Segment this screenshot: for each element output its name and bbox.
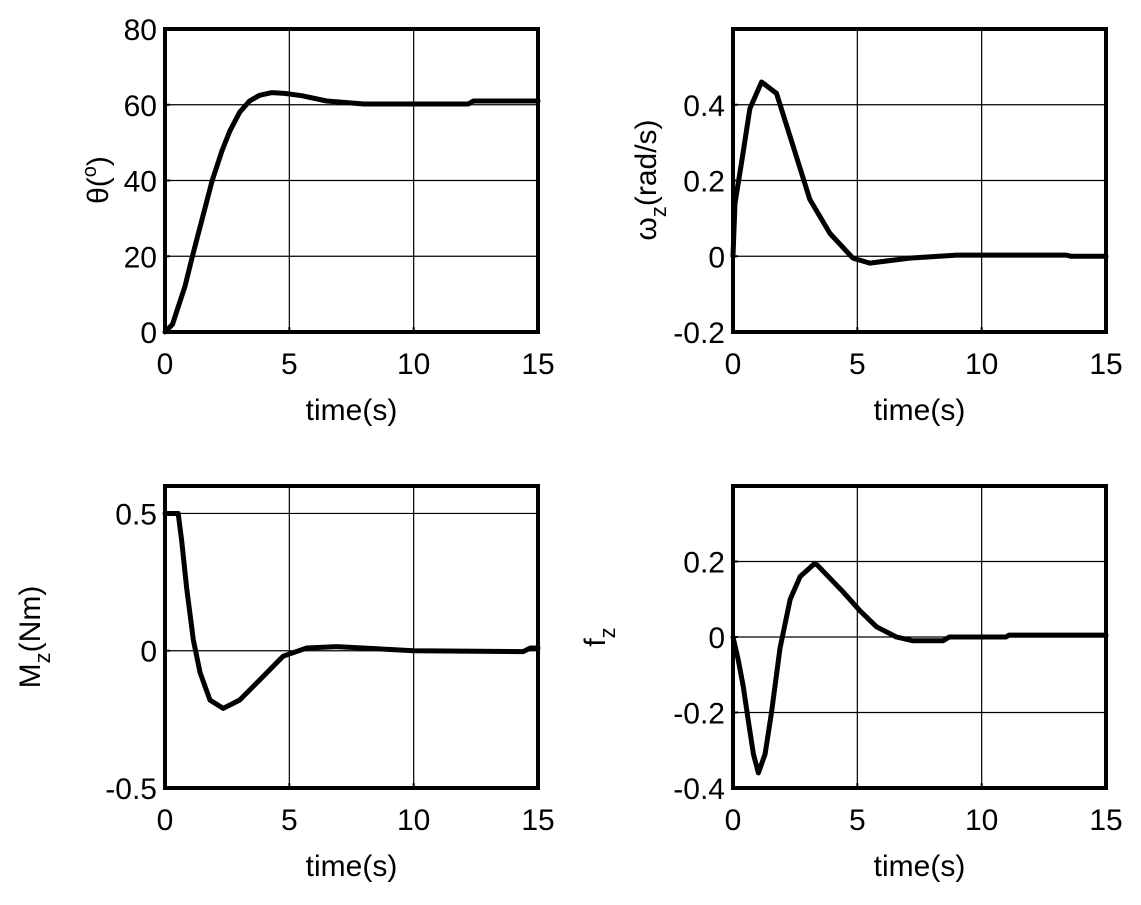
y-tick-label: -0.2 bbox=[673, 317, 725, 350]
x-axis-label: time(s) bbox=[306, 394, 398, 427]
y-label-unit: ) bbox=[82, 156, 115, 166]
series-line bbox=[162, 90, 541, 335]
x-tick-label: 15 bbox=[1089, 348, 1122, 381]
y-tick-label: 60 bbox=[124, 90, 157, 123]
x-tick-label: 0 bbox=[725, 804, 742, 837]
y-label-symbol: M bbox=[14, 663, 47, 688]
x-tick-label: 5 bbox=[849, 348, 866, 381]
x-tick-label: 0 bbox=[157, 804, 174, 837]
subplot-4: 0 5 10 15 -0.4 -0.2 0 0.2 time(s) fz bbox=[579, 484, 1123, 883]
x-axis-label: time(s) bbox=[874, 394, 966, 427]
y-tick-label: 0.4 bbox=[683, 90, 725, 123]
subplot-1: 0 5 10 15 0 20 40 60 80 time(s) θ(o) bbox=[79, 14, 555, 427]
axes-frame bbox=[731, 27, 1108, 334]
x-tick-label: 0 bbox=[157, 348, 174, 381]
y-label-subscript: z bbox=[646, 206, 671, 217]
x-tick-label: 15 bbox=[521, 348, 554, 381]
y-tick-label: 0.5 bbox=[115, 498, 157, 531]
y-tick-label: 0 bbox=[708, 622, 725, 655]
axes-frame bbox=[731, 484, 1108, 790]
y-label-subscript: z bbox=[595, 627, 620, 638]
y-tick-label: 20 bbox=[124, 241, 157, 274]
y-label-symbol: θ( bbox=[82, 177, 115, 204]
axes-frame bbox=[163, 484, 540, 790]
x-tick-label: 5 bbox=[281, 804, 298, 837]
x-tick-label: 5 bbox=[281, 348, 298, 381]
x-tick-label: 10 bbox=[965, 804, 998, 837]
x-tick-label: 10 bbox=[397, 804, 430, 837]
x-tick-label: 15 bbox=[521, 804, 554, 837]
y-tick-label: 40 bbox=[124, 166, 157, 199]
y-axis-label: θ(o) bbox=[79, 156, 115, 204]
y-tick-label: 0.2 bbox=[683, 547, 725, 580]
y-tick-label: -0.5 bbox=[105, 773, 157, 806]
x-tick-label: 10 bbox=[965, 348, 998, 381]
x-tick-label: 0 bbox=[725, 348, 742, 381]
y-tick-label: -0.2 bbox=[673, 698, 725, 731]
x-tick-label: 15 bbox=[1089, 804, 1122, 837]
series-line bbox=[730, 560, 1109, 776]
y-tick-label: 0 bbox=[140, 636, 157, 669]
y-label-symbol: f bbox=[579, 638, 612, 647]
y-tick-label: 0 bbox=[140, 317, 157, 350]
y-label-unit: (Nm) bbox=[14, 586, 47, 653]
y-axis-label: fz bbox=[579, 627, 620, 646]
y-tick-label: 80 bbox=[124, 14, 157, 47]
series-line bbox=[730, 79, 1109, 266]
x-tick-label: 5 bbox=[849, 804, 866, 837]
y-axis-label: ωz(rad/s) bbox=[630, 119, 671, 240]
x-tick-label: 10 bbox=[397, 348, 430, 381]
y-tick-label: 0.2 bbox=[683, 166, 725, 199]
y-label-symbol: ω bbox=[630, 217, 663, 240]
y-tick-label: 0 bbox=[708, 241, 725, 274]
y-label-superscript: o bbox=[79, 166, 101, 177]
series-line bbox=[162, 511, 541, 711]
axes-frame bbox=[163, 27, 540, 334]
x-axis-label: time(s) bbox=[874, 850, 966, 883]
y-axis-label: Mz(Nm) bbox=[14, 586, 55, 689]
y-label-unit: (rad/s) bbox=[630, 119, 663, 206]
x-axis-label: time(s) bbox=[306, 850, 398, 883]
y-tick-label: -0.4 bbox=[673, 773, 725, 806]
y-label-subscript: z bbox=[30, 652, 55, 663]
